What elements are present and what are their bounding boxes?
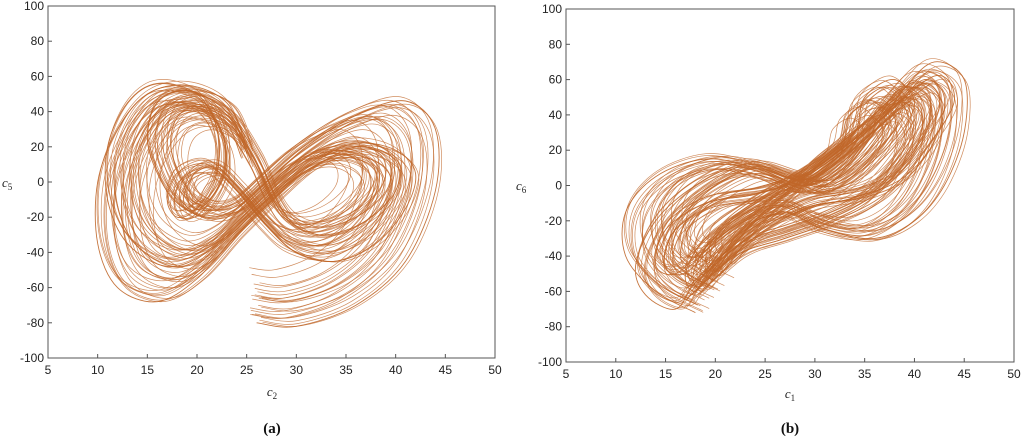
x-tick-label: 50 bbox=[1007, 367, 1021, 381]
y-tick-label: -60 bbox=[545, 284, 563, 298]
trajectory-line bbox=[660, 85, 925, 278]
y-tick-label: -80 bbox=[545, 320, 563, 334]
y-tick-label: 100 bbox=[24, 0, 44, 13]
y-tick-label: 40 bbox=[31, 105, 45, 119]
caption-a: (a) bbox=[263, 421, 281, 437]
x-tick-label: 35 bbox=[339, 363, 353, 377]
x-tick-label: 50 bbox=[488, 363, 502, 377]
trajectory-line bbox=[639, 71, 943, 292]
x-tick-label: 5 bbox=[45, 363, 52, 377]
y-tick-label: 40 bbox=[549, 108, 563, 122]
panel-a: 5 10 15 20 25 30 35 40 45 50 -100 -80 -60 -40 -20 0 20 40… bbox=[2, 0, 502, 437]
trajectory-line bbox=[650, 85, 930, 289]
x-tick-label: 10 bbox=[91, 363, 105, 377]
y-tick-label: 0 bbox=[37, 175, 44, 189]
y-tick-label: 100 bbox=[542, 2, 562, 16]
trajectory-line bbox=[127, 98, 413, 301]
y-tick-label: -20 bbox=[545, 214, 563, 228]
trajectory-line bbox=[130, 100, 394, 288]
x-tick-label: 10 bbox=[609, 367, 623, 381]
x-axis-label-b: c1 bbox=[785, 386, 795, 403]
trajectory-line bbox=[139, 107, 379, 278]
y-tick-label: -40 bbox=[27, 245, 45, 259]
trajectory-line bbox=[121, 89, 422, 303]
trajectory-line bbox=[153, 124, 381, 286]
y-tick-label: -60 bbox=[27, 281, 45, 295]
x-tick-label: 40 bbox=[389, 363, 403, 377]
ticks-a: 5 10 15 20 25 30 35 40 45 50 -100 -80 -60 -40 -20 0 20 40… bbox=[20, 0, 502, 377]
trajectory-line bbox=[625, 63, 953, 302]
y-tick-label: -40 bbox=[545, 249, 563, 263]
x-tick-label: 30 bbox=[290, 363, 304, 377]
y-tick-label: -20 bbox=[27, 210, 45, 224]
caption-b: (b) bbox=[781, 421, 799, 437]
trajectory-a bbox=[94, 79, 443, 328]
x-axis-label-a: c2 bbox=[267, 384, 277, 401]
trajectory-line bbox=[628, 70, 953, 306]
panel-b: 5 10 15 20 25 30 35 40 45 50 -100 -80 -60 -40 -20 0 20 40… bbox=[516, 2, 1021, 437]
ticks-b: 5 10 15 20 25 30 35 40 45 50 -100 -80 -60 -40 -20 0 20 40… bbox=[538, 2, 1021, 381]
x-tick-label: 30 bbox=[808, 367, 822, 381]
y-tick-label: 20 bbox=[549, 143, 563, 157]
x-tick-label: 15 bbox=[659, 367, 673, 381]
y-tick-label: -100 bbox=[538, 355, 562, 369]
x-tick-label: 5 bbox=[563, 367, 570, 381]
x-tick-label: 25 bbox=[240, 363, 254, 377]
x-tick-label: 25 bbox=[758, 367, 772, 381]
x-tick-label: 20 bbox=[190, 363, 204, 377]
trajectory-line bbox=[105, 100, 414, 319]
y-tick-label: 60 bbox=[31, 69, 45, 83]
y-tick-label: 20 bbox=[31, 140, 45, 154]
trajectory-line bbox=[681, 106, 897, 264]
y-axis-label-a: c5 bbox=[2, 175, 13, 192]
trajectory-line bbox=[113, 87, 429, 312]
y-tick-label: 60 bbox=[549, 73, 563, 87]
x-tick-label: 45 bbox=[439, 363, 453, 377]
x-tick-label: 15 bbox=[141, 363, 155, 377]
trajectory-line bbox=[130, 104, 395, 293]
y-axis-label-b: c6 bbox=[516, 178, 527, 195]
x-tick-label: 45 bbox=[958, 367, 972, 381]
x-tick-label: 20 bbox=[709, 367, 723, 381]
y-tick-label: -80 bbox=[27, 316, 45, 330]
trajectory-b bbox=[621, 58, 971, 313]
y-tick-label: 80 bbox=[31, 34, 45, 48]
y-tick-label: -100 bbox=[20, 351, 44, 365]
x-tick-label: 40 bbox=[908, 367, 922, 381]
y-tick-label: 80 bbox=[549, 37, 563, 51]
y-tick-label: 0 bbox=[555, 179, 562, 193]
trajectory-line bbox=[671, 94, 912, 270]
trajectory-line bbox=[131, 109, 403, 302]
x-tick-label: 35 bbox=[858, 367, 872, 381]
